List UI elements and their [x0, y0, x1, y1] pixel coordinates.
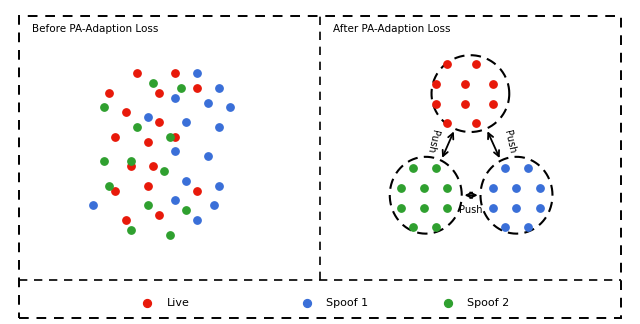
Point — [170, 95, 180, 100]
Point — [148, 80, 158, 86]
Point — [488, 205, 499, 210]
Point — [143, 183, 153, 188]
Text: Spoof 2: Spoof 2 — [467, 298, 509, 308]
Point — [181, 178, 191, 183]
Point — [442, 121, 452, 126]
Point — [396, 205, 406, 210]
Point — [170, 71, 180, 76]
Point — [120, 217, 131, 223]
Text: Live: Live — [166, 298, 189, 308]
Point — [131, 71, 141, 76]
Point — [523, 165, 533, 170]
Point — [534, 185, 545, 191]
Point — [154, 120, 164, 125]
Point — [225, 105, 236, 110]
Point — [523, 225, 533, 230]
Point — [154, 90, 164, 95]
Point — [442, 205, 452, 210]
Point — [170, 149, 180, 154]
Point — [431, 165, 441, 170]
Point — [126, 227, 136, 232]
Point — [488, 81, 499, 86]
Point — [396, 185, 406, 191]
Point — [431, 101, 441, 106]
Point — [471, 121, 481, 126]
Point — [143, 203, 153, 208]
Point — [302, 300, 312, 306]
Point — [104, 183, 114, 188]
Point — [214, 124, 224, 130]
Point — [488, 185, 499, 191]
Point — [419, 205, 429, 210]
Point — [143, 115, 153, 120]
Point — [443, 300, 453, 306]
Point — [442, 61, 452, 66]
Point — [170, 198, 180, 203]
Point — [109, 188, 120, 193]
Text: After PA-Adaption Loss: After PA-Adaption Loss — [333, 24, 451, 34]
Point — [511, 185, 522, 191]
Point — [181, 208, 191, 213]
Point — [181, 120, 191, 125]
Point — [500, 225, 510, 230]
Point — [511, 205, 522, 210]
Point — [460, 81, 470, 86]
Point — [488, 101, 499, 106]
Point — [154, 213, 164, 218]
Point — [214, 85, 224, 90]
Point — [408, 225, 418, 230]
Point — [431, 225, 441, 230]
Point — [99, 159, 109, 164]
Point — [148, 164, 158, 169]
Point — [408, 165, 418, 170]
Point — [109, 134, 120, 139]
Point — [214, 183, 224, 188]
FancyArrowPatch shape — [488, 133, 499, 156]
Point — [143, 139, 153, 144]
Point — [203, 100, 213, 105]
Point — [131, 124, 141, 130]
FancyArrowPatch shape — [467, 192, 476, 198]
Point — [431, 81, 441, 86]
Point — [170, 134, 180, 139]
Text: Push: Push — [460, 205, 483, 215]
Point — [192, 85, 202, 90]
Point — [460, 101, 470, 106]
Point — [442, 185, 452, 191]
Point — [88, 203, 98, 208]
Text: Before PA-Adaption Loss: Before PA-Adaption Loss — [32, 24, 158, 34]
Text: Spoof 1: Spoof 1 — [326, 298, 369, 308]
Point — [164, 134, 175, 139]
Point — [419, 185, 429, 191]
Point — [209, 203, 219, 208]
Point — [534, 205, 545, 210]
Point — [159, 168, 169, 174]
Point — [99, 105, 109, 110]
Point — [142, 300, 152, 306]
FancyArrowPatch shape — [443, 133, 453, 156]
Point — [471, 61, 481, 66]
Point — [104, 90, 114, 95]
Point — [192, 188, 202, 193]
Point — [126, 159, 136, 164]
Point — [175, 85, 186, 90]
Point — [500, 165, 510, 170]
Point — [126, 164, 136, 169]
Point — [192, 217, 202, 223]
Point — [164, 232, 175, 237]
Point — [120, 110, 131, 115]
Point — [192, 71, 202, 76]
Text: Push: Push — [502, 129, 517, 154]
Point — [203, 154, 213, 159]
Text: Push: Push — [424, 129, 440, 154]
